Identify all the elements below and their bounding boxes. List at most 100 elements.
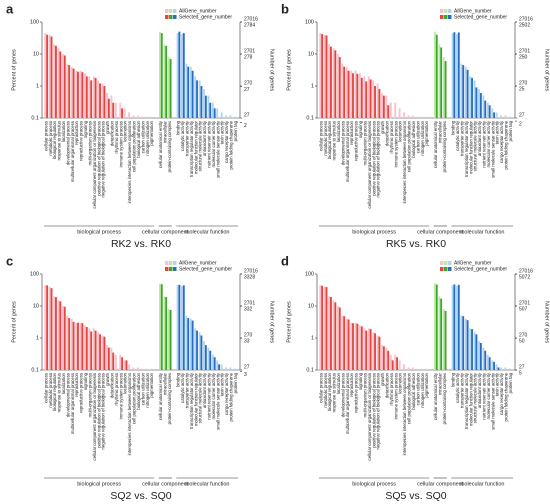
bar [495, 364, 498, 370]
x-tick-label: response to stimulus [57, 121, 62, 160]
bar [185, 63, 188, 118]
bar [150, 368, 153, 370]
group-label: molecular function [460, 481, 505, 487]
bar [158, 283, 161, 370]
bar [128, 364, 130, 370]
bar [345, 318, 348, 370]
bar [338, 57, 341, 118]
panel-caption: RK2 vs. RK0 [111, 238, 171, 250]
x-tick-label: small molecule sensor activity [490, 372, 495, 430]
bar [229, 115, 232, 118]
bar [479, 93, 482, 118]
bar [495, 112, 498, 118]
bar [150, 116, 153, 118]
bar [145, 368, 148, 370]
x-tick-label: nutrient reservoir activity [481, 372, 486, 419]
x-tick-label: transporter activity [184, 372, 189, 408]
x-tick-label: pigmentation [149, 372, 154, 397]
group-label: biological process [352, 229, 396, 235]
panel-caption: SQ5 vs. SQ0 [385, 490, 446, 502]
x-tick-label: detoxification [384, 372, 389, 398]
x-tick-label: nitrogen utilization [145, 372, 150, 407]
x-tick-label: positive regulation of biological proces… [96, 373, 101, 448]
x-tick-label: multi-organism process [87, 121, 92, 165]
bar [99, 83, 101, 118]
bar [194, 76, 197, 118]
legend-swatch [173, 267, 177, 271]
bar [204, 345, 207, 370]
bar [110, 95, 113, 118]
bar [182, 285, 185, 370]
bar [167, 57, 170, 118]
legend-swatch [173, 9, 177, 13]
x-tick-label: molecular function regulator [193, 120, 198, 174]
bar [213, 357, 216, 370]
x-tick-label: positive regulation of biological proces… [371, 373, 376, 448]
x-tick-label: transcription regulator activity [189, 120, 194, 177]
bar [475, 87, 478, 118]
x-tick-label: transcription regulator activity [464, 120, 469, 177]
legend-label: Selected_gene_number [179, 266, 232, 272]
x-tick-label: negative regulation of biological proces… [376, 373, 381, 449]
y3-tick-label: 2 [244, 123, 247, 129]
x-tick-label: cellular anatomical entity [433, 120, 438, 168]
bar [347, 70, 350, 118]
y2-tick-label: 270 [519, 80, 528, 86]
bar [321, 285, 324, 370]
bar [121, 357, 124, 370]
bar [68, 318, 71, 370]
legend-swatch [173, 15, 177, 19]
bar [216, 108, 219, 118]
x-tick-label: protein tag [233, 372, 238, 393]
bar [486, 354, 489, 370]
bar [425, 116, 428, 118]
y3-tick-label: 278 [244, 54, 253, 60]
x-tick-label: immune system process [393, 121, 398, 167]
legend-swatch [440, 267, 444, 271]
y2-tick-label: 270 [519, 332, 528, 338]
bar [136, 367, 139, 370]
bar [484, 350, 487, 370]
bar [90, 80, 93, 118]
bar [407, 115, 410, 118]
group-label: molecular function [185, 229, 230, 235]
bar [508, 368, 511, 370]
bar [341, 315, 344, 370]
x-tick-label: biological adhesion [136, 120, 141, 157]
bar [469, 76, 472, 118]
bar [79, 322, 82, 370]
x-tick-label: cell population proliferation [132, 372, 137, 424]
panel-caption: SQ2 vs. SQ0 [110, 490, 171, 502]
bar [491, 360, 494, 370]
x-tick-label: cargo receptor activity [224, 372, 229, 415]
x-tick-label: structural molecule activity [473, 372, 478, 423]
bar [471, 329, 473, 370]
x-tick-label: multicellular organismal process [70, 373, 75, 434]
x-tick-label: binding [451, 120, 456, 134]
bar [482, 347, 485, 370]
x-tick-label: biological regulation [327, 120, 332, 159]
bar [66, 315, 69, 370]
bar [106, 345, 108, 370]
x-tick-label: developmental process [65, 121, 70, 165]
legend-swatch [448, 261, 452, 265]
bar [343, 316, 346, 370]
bar [136, 115, 139, 118]
bar [347, 319, 350, 370]
bar [178, 284, 181, 370]
bar [145, 116, 148, 118]
bar [334, 302, 337, 370]
bar [112, 102, 115, 118]
x-tick-label: cellular process [318, 121, 323, 151]
y2-tick-label: 2701 [519, 48, 530, 54]
bar [363, 328, 366, 370]
bar [101, 335, 104, 370]
x-tick-label: structural molecule activity [198, 120, 203, 171]
bar [325, 35, 328, 118]
bar [382, 346, 385, 370]
y3-tick-label: 33 [244, 338, 250, 344]
legend-swatch [444, 15, 448, 19]
legend-swatch [444, 267, 448, 271]
x-tick-label: toxin activity [220, 372, 225, 396]
